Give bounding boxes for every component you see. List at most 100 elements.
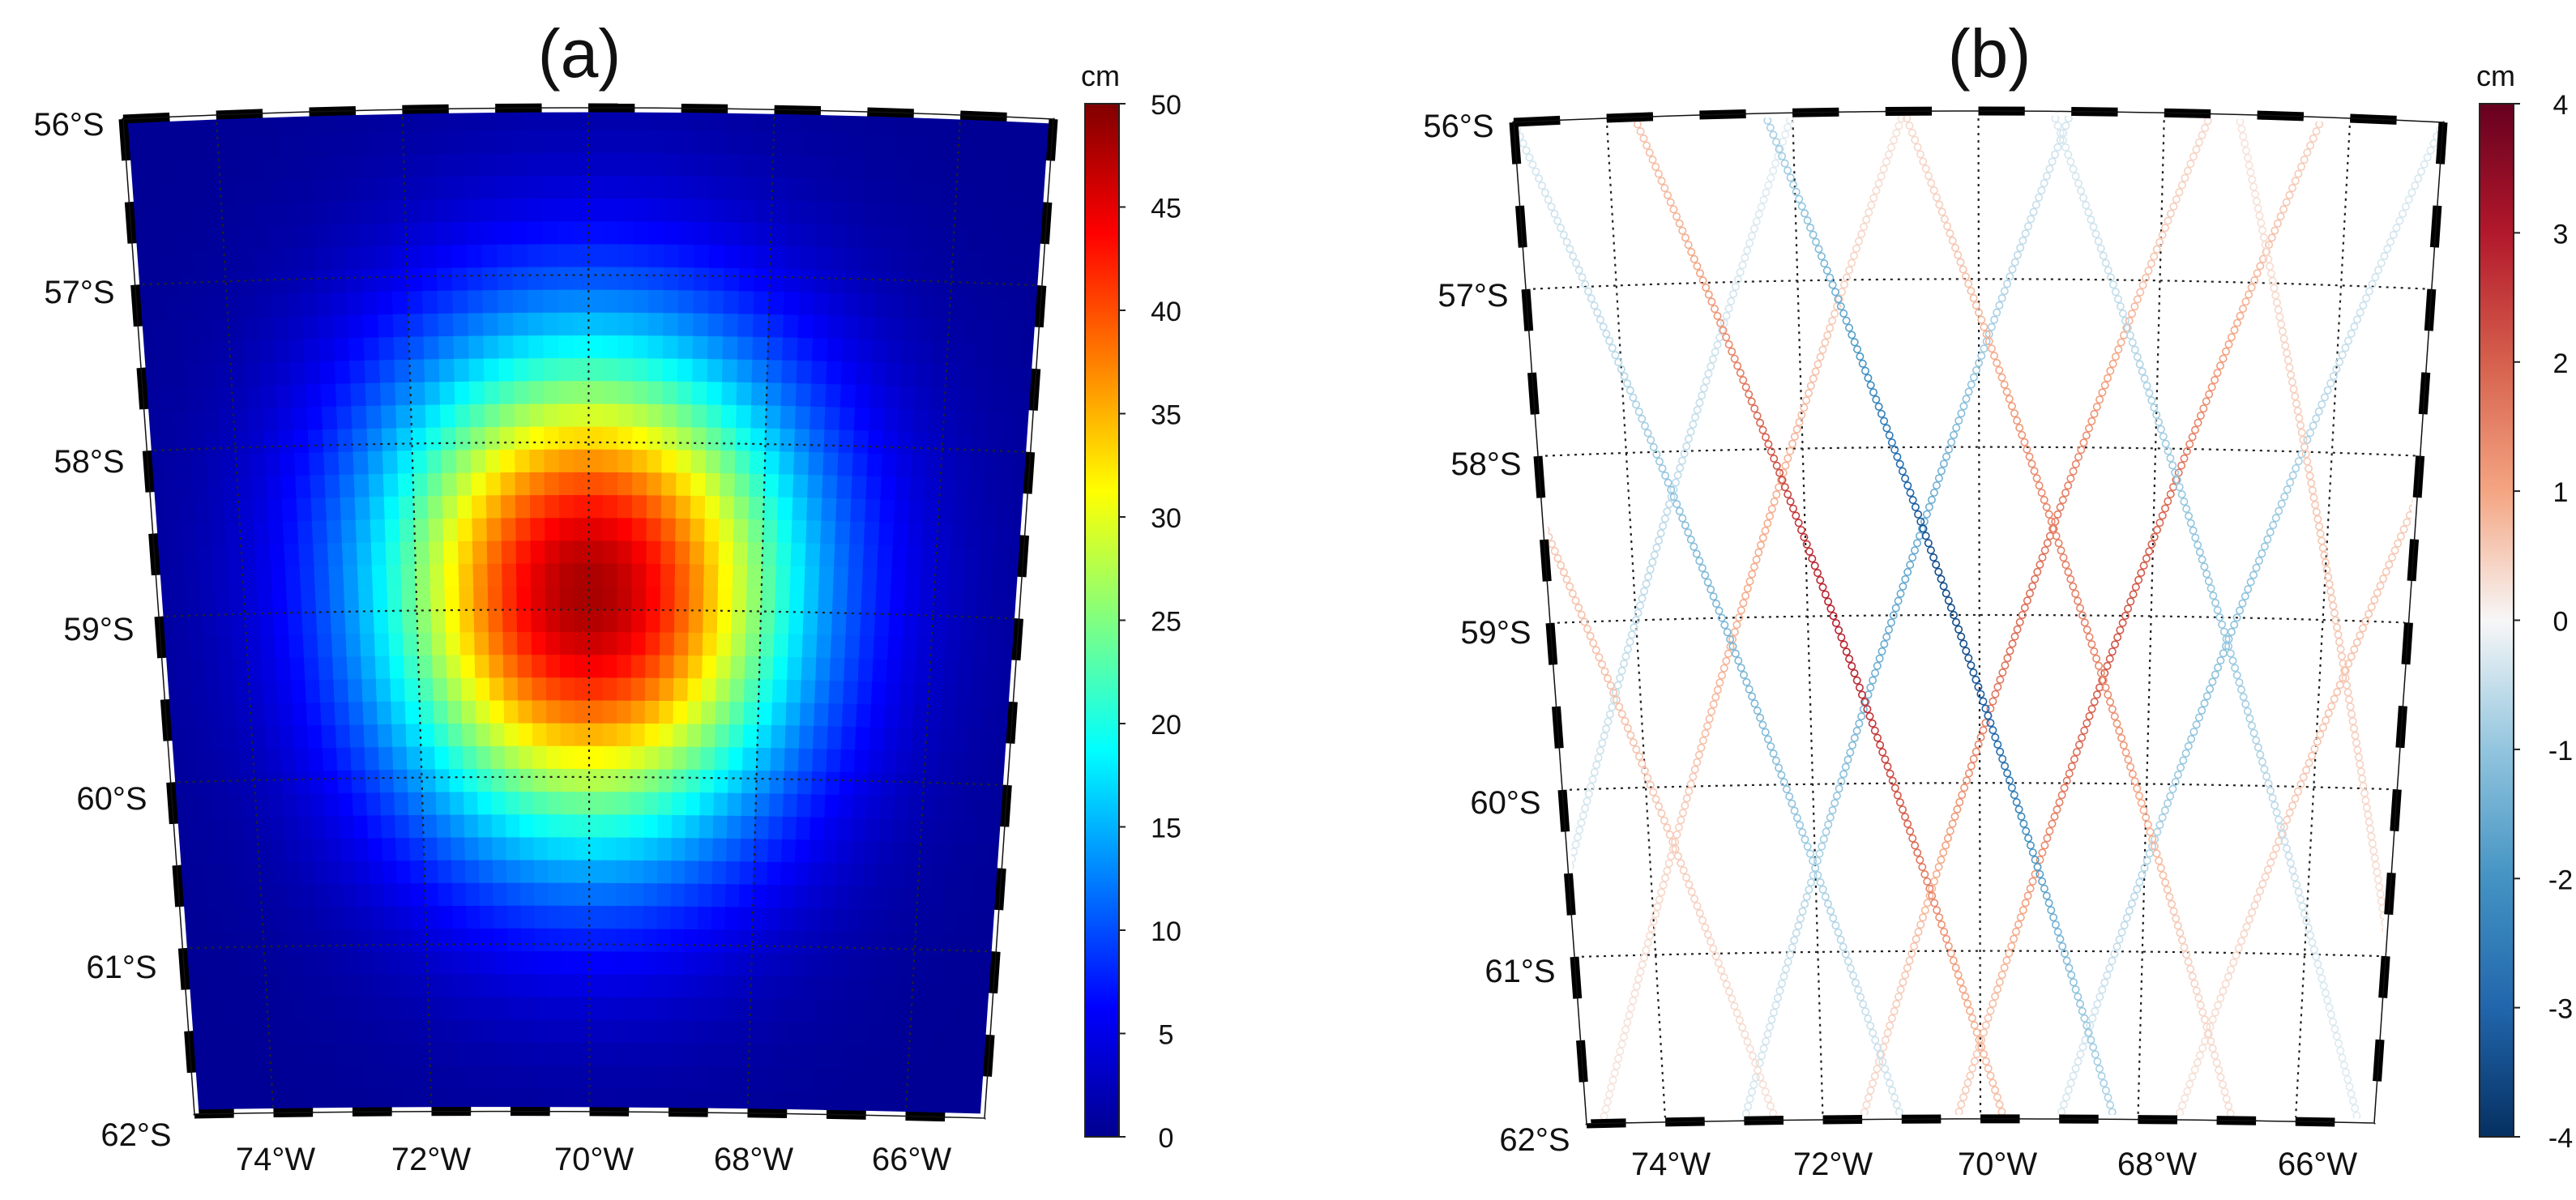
panel-a-heat-cell xyxy=(864,156,882,181)
panel-a-heat-cell xyxy=(949,547,967,572)
panel-a-heat-cell xyxy=(895,157,912,182)
panel-b-track-point xyxy=(2208,1044,2217,1053)
panel-b-track-point xyxy=(2296,779,2305,788)
panel-a-heat-cell xyxy=(932,318,950,344)
panel-a-heat-cell xyxy=(219,886,235,911)
panel-a-heat-cell xyxy=(436,814,452,839)
panel-b-lat-label: 59°S xyxy=(1460,615,1531,651)
panel-b-track-point xyxy=(1763,519,1772,527)
panel-b-track-point xyxy=(2030,467,2039,476)
panel-a-heat-cell xyxy=(561,792,576,816)
panel-a-heat-cell xyxy=(659,677,675,702)
panel-b-track-point xyxy=(2010,934,2019,943)
panel-b-track-point xyxy=(2056,502,2065,511)
panel-b-track-point xyxy=(1925,172,1933,181)
panel-a-heat-cell xyxy=(791,519,808,544)
panel-a-heat-cell xyxy=(865,498,882,523)
panel-a-heat-cell xyxy=(515,495,532,519)
panel-b-lon-label: 72°W xyxy=(1793,1147,1873,1182)
panel-a-heat-cell xyxy=(434,746,451,771)
panel-a-heat-cell xyxy=(745,633,761,658)
panel-b-track-point xyxy=(2117,733,2126,742)
panel-a-heat-cell xyxy=(771,200,788,224)
panel-a-heat-cell xyxy=(603,358,619,382)
panel-b-track-point xyxy=(1881,1036,1890,1044)
panel-b-track-point xyxy=(2332,1031,2341,1040)
panel-b-track-point xyxy=(2155,820,2164,829)
panel-a-heat-cell xyxy=(177,478,195,503)
panel-a-heat-cell xyxy=(826,749,842,774)
panel-b-track-point xyxy=(1771,756,1780,765)
panel-b-track-point xyxy=(2053,122,2062,130)
panel-a-heat-cell xyxy=(602,997,617,1022)
panel-b-track-point xyxy=(1895,993,1903,1001)
panel-b-track-point xyxy=(1907,949,1916,958)
panel-a-heat-cell xyxy=(971,661,989,686)
panel-a-heat-cell xyxy=(420,746,437,771)
panel-b-track-point xyxy=(1972,1028,1981,1037)
panel-a-heat-cell xyxy=(502,655,519,679)
panel-a-heat-cell xyxy=(498,313,515,337)
panel-a-heat-cell xyxy=(396,428,413,452)
panel-a-heat-cell xyxy=(857,339,874,364)
panel-a-heat-cell xyxy=(559,631,575,656)
panel-b-track-point xyxy=(2163,886,2172,895)
panel-b-track-point xyxy=(1963,776,1972,785)
panel-a-heat-cell xyxy=(325,497,343,522)
panel-b-track-point xyxy=(2253,204,2262,213)
panel-a-heat-cell xyxy=(643,883,659,907)
panel-a-heat-cell xyxy=(841,703,858,728)
panel-a-heat-cell xyxy=(963,548,981,573)
panel-a-heat-cell xyxy=(669,1020,684,1044)
panel-b-track-point xyxy=(2080,726,2089,735)
panel-a-heat-cell xyxy=(509,1065,524,1090)
panel-b-track-point xyxy=(2026,884,2035,893)
panel-a-heat-cell xyxy=(562,928,577,953)
panel-a-heat-cell xyxy=(933,569,951,594)
panel-b-lat-label: 57°S xyxy=(1438,278,1508,314)
panel-a-heat-cell xyxy=(646,495,663,519)
panel-b-track-point xyxy=(2095,683,2104,692)
panel-a-heat-cell xyxy=(337,429,354,454)
panel-a-heat-cell xyxy=(557,221,575,246)
panel-b-track-point xyxy=(2051,150,2060,159)
panel-a-heat-cell xyxy=(1001,184,1019,209)
panel-a-heat-cell xyxy=(418,678,434,702)
panel-a-heat-cell xyxy=(344,224,361,249)
panel-a-heat-cell xyxy=(546,745,562,771)
panel-a-heat-cell xyxy=(518,723,534,747)
panel-a-heat-cell xyxy=(404,222,422,247)
panel-b-track-point xyxy=(1811,367,1820,376)
panel-a-heat-cell xyxy=(969,912,986,937)
panel-a-heat-cell xyxy=(388,1019,404,1044)
panel-b-track-point xyxy=(1620,372,1629,381)
panel-b-track-point xyxy=(1643,429,1652,438)
panel-b-track-point xyxy=(2018,610,2027,619)
panel-a-heat-cell xyxy=(694,176,712,201)
panel-b-track-point xyxy=(1874,179,1883,188)
panel-a-heat-cell xyxy=(866,772,883,797)
panel-a-heat-cell xyxy=(878,522,895,547)
panel-b-track-point xyxy=(1974,740,1983,749)
panel-b-track-point xyxy=(2130,345,2139,354)
panel-a-heat-cell xyxy=(349,360,366,385)
panel-b-track-point xyxy=(2156,425,2165,433)
panel-b-track-point xyxy=(1596,746,1604,755)
panel-b-track-point xyxy=(2235,678,2244,687)
panel-a-heat-cell xyxy=(558,495,575,519)
panel-a-heat-cell xyxy=(729,678,745,703)
panel-a-heat-cell xyxy=(289,657,306,682)
panel-a-heat-cell xyxy=(231,863,248,887)
panel-a-heat-cell xyxy=(617,267,634,292)
panel-a-heat-cell xyxy=(489,723,506,748)
panel-a-heat-cell xyxy=(397,906,413,930)
panel-b-track-point xyxy=(1990,352,1999,361)
panel-a-heat-cell xyxy=(711,860,728,886)
panel-a-heat-cell xyxy=(562,1065,577,1090)
panel-b-track-point xyxy=(1722,333,1731,342)
panel-a-heat-cell xyxy=(543,381,560,405)
panel-b-track-point xyxy=(2072,748,2081,757)
panel-b-track-point xyxy=(1753,412,1762,421)
panel-b-track-point xyxy=(1969,293,1978,302)
panel-a-heat-cell xyxy=(711,929,726,954)
